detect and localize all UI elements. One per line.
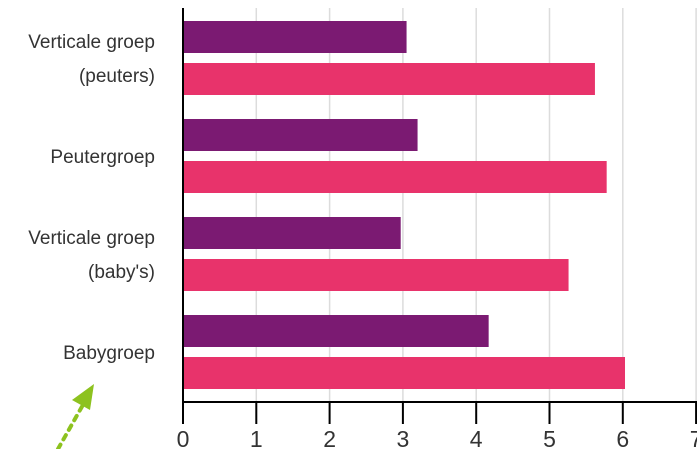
category-label-3: Verticale groep (baby's): [28, 228, 155, 283]
arrow-shaft: [56, 401, 86, 449]
x-tick-label-1: 1: [250, 426, 263, 449]
bar-4-series-1: [183, 315, 489, 347]
arrow-up-right-icon: [72, 384, 94, 410]
x-tick-label-7: 7: [690, 426, 697, 449]
annotation-arrow: [56, 384, 94, 449]
x-tick-label-3: 3: [397, 426, 410, 449]
x-tick-label-4: 4: [470, 426, 483, 449]
category-label-1: Verticale groep (peuters): [28, 32, 155, 87]
category-labels: Verticale groep (peuters) Peutergroep Verti…: [28, 32, 155, 364]
category-label-4: Babygroep: [63, 343, 155, 364]
x-tick-label-2: 2: [323, 426, 336, 449]
category-label-2: Peutergroep: [50, 147, 155, 168]
bar-4-series-2: [183, 357, 625, 389]
x-axis: 0 1 2 3 4 5 6 7: [177, 8, 697, 449]
bar-3-series-1: [183, 217, 401, 249]
bar-2-series-1: [183, 119, 418, 151]
bar-1-series-2: [183, 63, 595, 95]
x-tick-label-0: 0: [177, 426, 190, 449]
x-tick-label-5: 5: [543, 426, 556, 449]
x-tick-label-6: 6: [616, 426, 629, 449]
bar-2-series-2: [183, 161, 607, 193]
bar-3-series-2: [183, 259, 569, 291]
bar-1-series-1: [183, 21, 407, 53]
bars: [183, 21, 625, 389]
